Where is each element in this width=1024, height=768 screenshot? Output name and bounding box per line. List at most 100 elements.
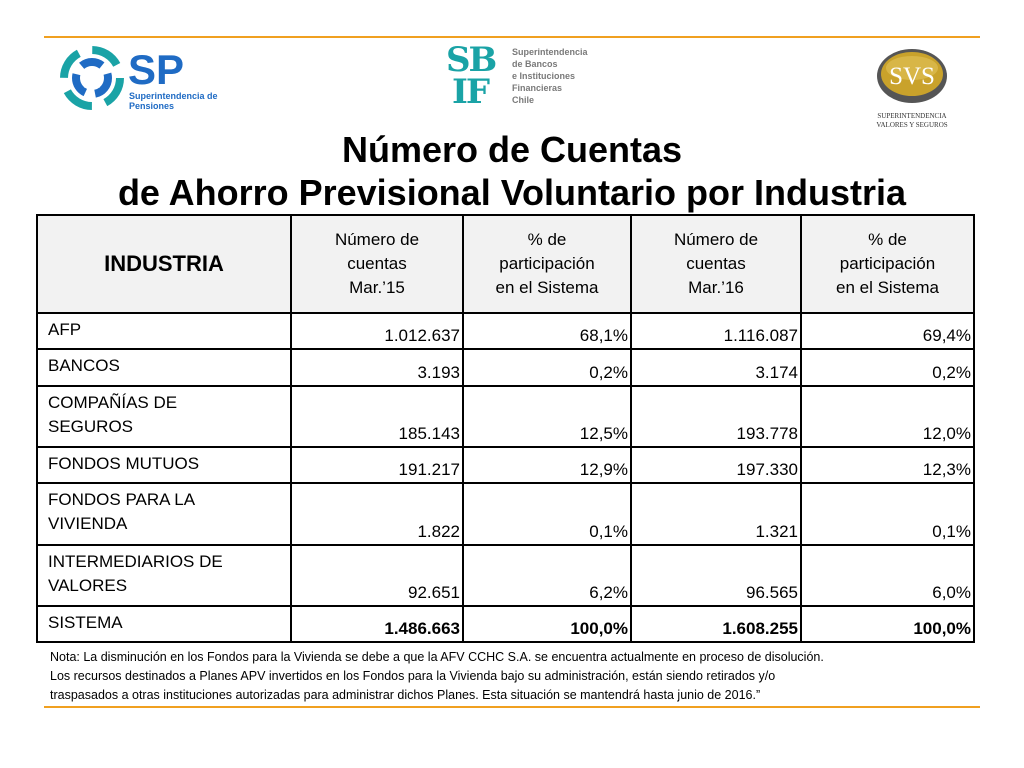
sp-logo: SP Superintendencia de Pensiones <box>58 42 218 114</box>
cell-participacion-mar16: 6,0% <box>800 544 975 607</box>
table-row-total: SISTEMA 1.486.663 100,0% 1.608.255 100,0… <box>36 605 975 643</box>
top-rule <box>44 36 980 38</box>
row-label: COMPAÑÍAS DE SEGUROS <box>36 385 292 448</box>
sbif-logo: SB IF Superintendencia de Bancos e Insti… <box>446 40 588 120</box>
table-row: COMPAÑÍAS DE SEGUROS 185.143 12,5% 193.7… <box>36 385 975 448</box>
sbif-logo-line4: Financieras <box>512 83 563 93</box>
cell-cuentas-mar15: 185.143 <box>290 385 464 448</box>
cell-cuentas-mar15: 92.651 <box>290 544 464 607</box>
cell-cuentas-mar15: 3.193 <box>290 348 464 387</box>
row-label: AFP <box>36 312 292 350</box>
row-label-line2: SEGUROS <box>48 417 134 436</box>
cell-participacion-mar15: 12,5% <box>462 385 632 448</box>
header-col4-line2: participación <box>839 254 936 273</box>
row-label-line1: FONDOS PARA LA <box>48 490 196 509</box>
cell-participacion-mar16: 12,0% <box>800 385 975 448</box>
header-col2-line3: en el Sistema <box>495 278 599 297</box>
header-col2-line1: % de <box>527 230 567 249</box>
cell-participacion-mar16: 69,4% <box>800 312 975 350</box>
row-label-line1: FONDOS MUTUOS <box>48 454 200 473</box>
sbif-logo-text: Superintendencia de Bancos e Institucion… <box>512 46 588 106</box>
row-label-line1: COMPAÑÍAS DE <box>48 393 178 412</box>
header-col1-line3: Mar.’15 <box>349 278 405 297</box>
table-row: FONDOS MUTUOS 191.217 12,9% 197.330 12,3… <box>36 446 975 484</box>
sbif-logo-line3: e Instituciones <box>512 71 576 81</box>
row-label: BANCOS <box>36 348 292 387</box>
header-col1-line1: Número de <box>334 230 420 249</box>
sp-logo-line1: Superintendencia de <box>129 91 218 101</box>
cell-cuentas-mar15: 1.486.663 <box>290 605 464 643</box>
table-row: AFP 1.012.637 68,1% 1.116.087 69,4% <box>36 312 975 350</box>
row-label-line1: INTERMEDIARIOS DE <box>48 552 223 571</box>
header-participacion-mar15: % de participación en el Sistema <box>462 214 632 314</box>
footnote-line3: traspasados a otras instituciones autori… <box>50 688 761 702</box>
sbif-logo-line1: Superintendencia <box>512 47 588 57</box>
table-header-row: INDUSTRIA Número de cuentas Mar.’15 % de… <box>36 214 975 314</box>
footnote-line1: Nota: La disminución en los Fondos para … <box>50 650 824 664</box>
sp-logo-text: Superintendencia de Pensiones <box>129 91 218 111</box>
footnote-line2: Los recursos destinados a Planes APV inv… <box>50 669 776 683</box>
sbif-mark-bottom: IF <box>452 72 490 112</box>
svs-logo: SVS SUPERINTENDENCIA VALORES Y SEGUROS <box>870 44 954 130</box>
header-cuentas-mar15: Número de cuentas Mar.’15 <box>290 214 464 314</box>
header-col4-line1: % de <box>868 230 907 249</box>
row-label: SISTEMA <box>36 605 292 643</box>
sbif-logo-line5: Chile <box>512 95 535 105</box>
cell-participacion-mar16: 0,1% <box>800 482 975 546</box>
row-label-line2: VALORES <box>48 576 128 595</box>
row-label-line1: BANCOS <box>48 356 120 375</box>
cell-participacion-mar16: 0,2% <box>800 348 975 387</box>
svs-emblem-icon: SVS <box>877 49 947 103</box>
header-cuentas-mar16: Número de cuentas Mar.’16 <box>630 214 802 314</box>
svs-logo-text: SUPERINTENDENCIA VALORES Y SEGUROS <box>870 112 954 130</box>
header-col3-line1: Número de <box>673 230 759 249</box>
cell-cuentas-mar15: 1.822 <box>290 482 464 546</box>
sbif-mark-top: SB <box>446 40 497 80</box>
header-col3-line2: cuentas <box>686 254 746 273</box>
table-row: FONDOS PARA LA VIVIENDA 1.822 0,1% 1.321… <box>36 482 975 546</box>
header-industria: INDUSTRIA <box>36 214 292 314</box>
header-col4-line3: en el Sistema <box>836 278 939 297</box>
row-label: FONDOS MUTUOS <box>36 446 292 484</box>
cell-cuentas-mar16: 96.565 <box>630 544 802 607</box>
header-col3-line3: Mar.’16 <box>688 278 744 297</box>
svs-logo-line2: VALORES Y SEGUROS <box>876 121 948 129</box>
cell-cuentas-mar16: 193.778 <box>630 385 802 448</box>
row-label-line1: AFP <box>48 320 82 339</box>
cell-participacion-mar15: 0,2% <box>462 348 632 387</box>
cell-cuentas-mar16: 197.330 <box>630 446 802 484</box>
cell-participacion-mar15: 0,1% <box>462 482 632 546</box>
cell-cuentas-mar15: 191.217 <box>290 446 464 484</box>
sbif-logo-line2: de Bancos <box>512 59 558 69</box>
cell-participacion-mar16: 100,0% <box>800 605 975 643</box>
cell-cuentas-mar16: 1.608.255 <box>630 605 802 643</box>
sbif-logo-mark: SB IF <box>446 40 497 112</box>
sp-logo-line2: Pensiones <box>129 101 175 111</box>
title-line1: Número de Cuentas <box>341 129 683 170</box>
sp-logo-mark: SP <box>128 46 185 93</box>
svs-logo-mark: SVS <box>889 63 935 90</box>
industry-accounts-table: INDUSTRIA Número de cuentas Mar.’15 % de… <box>36 214 975 643</box>
table-row: BANCOS 3.193 0,2% 3.174 0,2% <box>36 348 975 387</box>
page-title: Número de Cuentas de Ahorro Previsional … <box>0 128 1024 214</box>
cell-participacion-mar15: 12,9% <box>462 446 632 484</box>
cell-participacion-mar15: 68,1% <box>462 312 632 350</box>
title-line2: de Ahorro Previsional Voluntario por Ind… <box>117 172 907 213</box>
table-row: INTERMEDIARIOS DE VALORES 92.651 6,2% 96… <box>36 544 975 607</box>
row-label: FONDOS PARA LA VIVIENDA <box>36 482 292 546</box>
sp-emblem-icon <box>60 46 124 110</box>
cell-cuentas-mar16: 3.174 <box>630 348 802 387</box>
bottom-rule <box>44 706 980 708</box>
cell-participacion-mar15: 100,0% <box>462 605 632 643</box>
cell-participacion-mar16: 12,3% <box>800 446 975 484</box>
cell-cuentas-mar16: 1.116.087 <box>630 312 802 350</box>
footnote: Nota: La disminución en los Fondos para … <box>50 648 980 705</box>
cell-participacion-mar15: 6,2% <box>462 544 632 607</box>
row-label-line1: SISTEMA <box>48 613 123 632</box>
header-col2-line2: participación <box>499 254 595 273</box>
header-col1-line2: cuentas <box>347 254 407 273</box>
cell-cuentas-mar15: 1.012.637 <box>290 312 464 350</box>
row-label: INTERMEDIARIOS DE VALORES <box>36 544 292 607</box>
svs-logo-line1: SUPERINTENDENCIA <box>877 112 947 120</box>
cell-cuentas-mar16: 1.321 <box>630 482 802 546</box>
